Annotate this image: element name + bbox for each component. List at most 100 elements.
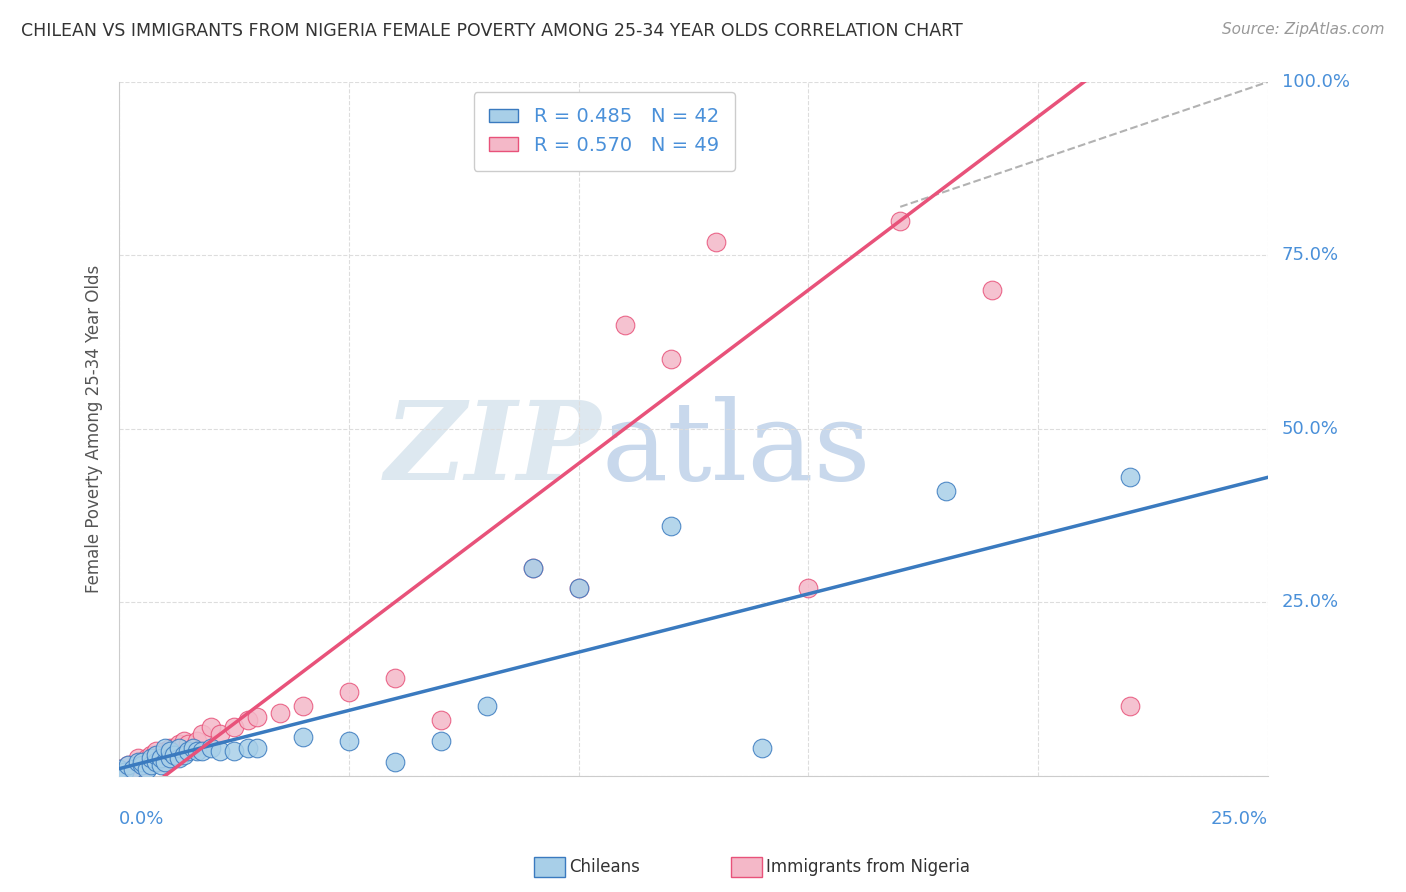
Text: CHILEAN VS IMMIGRANTS FROM NIGERIA FEMALE POVERTY AMONG 25-34 YEAR OLDS CORRELAT: CHILEAN VS IMMIGRANTS FROM NIGERIA FEMAL…: [21, 22, 963, 40]
Point: [981, 283, 1004, 297]
Point: [155, 755, 177, 769]
Point: [145, 755, 167, 769]
Point: [186, 734, 208, 748]
Point: [337, 734, 360, 748]
Point: [141, 758, 163, 772]
Point: [935, 484, 957, 499]
Point: [163, 747, 186, 762]
Point: [889, 213, 911, 227]
Text: Immigrants from Nigeria: Immigrants from Nigeria: [766, 858, 970, 876]
Point: [135, 762, 157, 776]
Point: [292, 731, 315, 745]
Point: [706, 235, 728, 249]
Point: [292, 699, 315, 714]
Text: 50.0%: 50.0%: [1281, 420, 1339, 438]
Point: [141, 751, 163, 765]
Point: [522, 560, 544, 574]
Point: [568, 582, 591, 596]
Point: [127, 755, 149, 769]
Point: [191, 744, 214, 758]
Point: [568, 582, 591, 596]
Point: [112, 765, 135, 780]
Point: [117, 758, 139, 772]
Point: [177, 744, 200, 758]
Point: [159, 740, 181, 755]
Point: [186, 744, 208, 758]
Text: ZIP: ZIP: [385, 396, 602, 503]
Point: [177, 738, 200, 752]
Text: 100.0%: 100.0%: [1281, 73, 1350, 91]
Point: [122, 762, 145, 776]
Point: [246, 740, 269, 755]
Point: [127, 755, 149, 769]
Point: [246, 709, 269, 723]
Point: [149, 755, 172, 769]
Text: Chileans: Chileans: [569, 858, 640, 876]
Point: [173, 747, 195, 762]
Point: [141, 747, 163, 762]
Point: [117, 758, 139, 772]
Point: [236, 740, 259, 755]
Point: [108, 762, 131, 776]
Point: [384, 755, 406, 769]
Point: [155, 740, 177, 755]
Point: [155, 751, 177, 765]
Point: [131, 758, 153, 772]
Point: [173, 740, 195, 755]
Point: [149, 747, 172, 762]
Point: [159, 751, 181, 765]
Point: [141, 755, 163, 769]
Point: [200, 740, 222, 755]
Text: 25.0%: 25.0%: [1211, 810, 1268, 829]
Point: [522, 560, 544, 574]
Point: [475, 699, 498, 714]
Point: [131, 755, 153, 769]
Point: [145, 751, 167, 765]
Point: [191, 727, 214, 741]
Text: Source: ZipAtlas.com: Source: ZipAtlas.com: [1222, 22, 1385, 37]
Point: [200, 720, 222, 734]
Point: [145, 744, 167, 758]
Point: [181, 740, 204, 755]
Point: [797, 582, 820, 596]
Point: [167, 751, 190, 765]
Point: [135, 758, 157, 772]
Point: [167, 744, 190, 758]
Point: [613, 318, 636, 332]
Text: atlas: atlas: [602, 396, 872, 503]
Y-axis label: Female Poverty Among 25-34 Year Olds: Female Poverty Among 25-34 Year Olds: [86, 265, 103, 593]
Point: [430, 713, 453, 727]
Text: 0.0%: 0.0%: [120, 810, 165, 829]
Point: [209, 744, 232, 758]
Point: [149, 758, 172, 772]
Point: [236, 713, 259, 727]
Point: [131, 755, 153, 769]
Point: [149, 751, 172, 765]
Point: [659, 519, 682, 533]
Point: [181, 740, 204, 755]
Point: [108, 762, 131, 776]
Point: [135, 751, 157, 765]
Text: 75.0%: 75.0%: [1281, 246, 1339, 264]
Point: [269, 706, 291, 721]
Point: [155, 744, 177, 758]
Point: [173, 734, 195, 748]
Point: [384, 672, 406, 686]
Point: [159, 747, 181, 762]
Point: [430, 734, 453, 748]
Point: [131, 758, 153, 772]
Point: [751, 740, 773, 755]
Point: [159, 744, 181, 758]
Point: [209, 727, 232, 741]
Point: [112, 765, 135, 780]
Point: [1119, 470, 1142, 484]
Point: [167, 738, 190, 752]
Point: [659, 352, 682, 367]
Legend: R = 0.485   N = 42, R = 0.570   N = 49: R = 0.485 N = 42, R = 0.570 N = 49: [474, 92, 734, 170]
Point: [127, 751, 149, 765]
Point: [163, 747, 186, 762]
Point: [163, 740, 186, 755]
Point: [224, 744, 246, 758]
Point: [337, 685, 360, 699]
Point: [167, 740, 190, 755]
